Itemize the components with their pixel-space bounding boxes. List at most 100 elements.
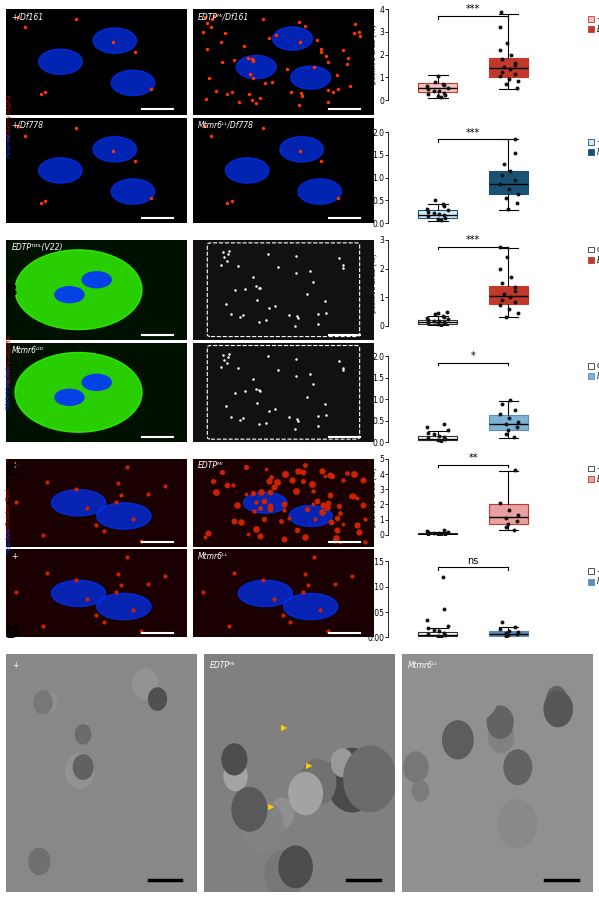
Circle shape [547, 687, 567, 711]
Point [423, 205, 433, 219]
Point [443, 423, 453, 437]
Point [433, 212, 443, 226]
Circle shape [232, 787, 267, 831]
Point [423, 209, 432, 223]
Point [513, 187, 523, 201]
Point [434, 314, 444, 328]
Circle shape [404, 752, 428, 782]
Text: ns: ns [467, 556, 479, 566]
Legend: control (n=15), EDTPᵀᴻᴵᴸ(V22) (n=15): control (n=15), EDTPᵀᴻᴵᴸ(V22) (n=15) [586, 243, 599, 267]
Point [423, 431, 432, 445]
Point [434, 526, 444, 541]
Circle shape [224, 762, 247, 790]
Point [495, 20, 504, 34]
Point [423, 425, 433, 440]
Point [513, 74, 523, 88]
PathPatch shape [489, 58, 528, 77]
Circle shape [289, 773, 322, 815]
Y-axis label: mCherry-Atg18a-
positive area (%): mCherry-Atg18a- positive area (%) [363, 253, 377, 313]
Point [495, 177, 504, 192]
Point [434, 429, 444, 443]
Point [505, 164, 515, 178]
Point [438, 523, 448, 537]
Point [440, 625, 449, 640]
Circle shape [237, 56, 276, 78]
Point [429, 525, 438, 540]
Point [433, 629, 443, 643]
Text: +: + [11, 461, 18, 470]
Point [509, 430, 518, 444]
Point [423, 86, 432, 101]
Y-axis label: mCherry-Atg8a-
positive area (%): mCherry-Atg8a- positive area (%) [363, 25, 377, 85]
Y-axis label: LysoTracker Red-
positive area (%): LysoTracker Red- positive area (%) [351, 569, 365, 629]
Point [434, 624, 444, 639]
Circle shape [544, 691, 572, 726]
Point [429, 206, 438, 221]
Point [440, 86, 449, 100]
Point [429, 427, 438, 441]
Point [504, 182, 514, 196]
Point [438, 310, 448, 324]
Point [504, 302, 514, 316]
Circle shape [82, 375, 111, 390]
Point [510, 403, 520, 417]
Text: EDTPᴹᴵ/Df161: EDTPᴹᴵ/Df161 [198, 13, 250, 22]
Point [423, 526, 432, 541]
Text: Hoechst: Hoechst [7, 132, 11, 157]
Point [507, 270, 516, 285]
Point [503, 202, 513, 216]
Point [423, 420, 432, 434]
Point [510, 145, 520, 159]
Point [498, 293, 507, 307]
Point [423, 621, 433, 635]
Circle shape [96, 594, 151, 620]
Point [510, 67, 520, 81]
Text: Mtmr6ᴸᴸ: Mtmr6ᴸᴸ [408, 661, 438, 670]
Point [495, 407, 504, 422]
Point [437, 434, 446, 449]
Text: **: ** [468, 453, 478, 463]
Circle shape [270, 798, 294, 828]
Point [442, 305, 452, 319]
Point [440, 628, 449, 642]
Point [429, 314, 438, 328]
Point [443, 80, 453, 95]
Circle shape [498, 800, 536, 848]
Point [437, 527, 446, 542]
Point [440, 208, 449, 223]
Point [498, 52, 507, 67]
Point [423, 313, 433, 327]
Point [495, 69, 504, 84]
Point [510, 620, 520, 634]
Text: RNAi Hoechst: RNAi Hoechst [7, 366, 11, 409]
Circle shape [133, 669, 158, 700]
Text: ▶: ▶ [281, 724, 288, 733]
Circle shape [29, 849, 50, 875]
Circle shape [331, 749, 353, 777]
Point [503, 517, 513, 532]
Point [505, 393, 515, 407]
Point [513, 305, 523, 320]
Circle shape [34, 691, 52, 714]
Circle shape [238, 580, 292, 606]
Y-axis label: mCherry-Atg18a-
positive area (%): mCherry-Atg18a- positive area (%) [356, 369, 370, 429]
Circle shape [93, 137, 137, 162]
Point [498, 397, 507, 412]
Point [433, 433, 443, 448]
Point [443, 524, 453, 539]
Text: ***: *** [466, 5, 480, 14]
Circle shape [504, 750, 532, 785]
Point [433, 527, 443, 542]
Text: Hoechst: Hoechst [7, 528, 11, 553]
Point [438, 196, 448, 211]
Circle shape [443, 721, 473, 759]
Point [423, 315, 432, 330]
Point [443, 312, 453, 326]
Point [443, 204, 453, 218]
Point [423, 626, 432, 641]
PathPatch shape [419, 533, 457, 534]
Point [431, 193, 440, 207]
PathPatch shape [489, 505, 528, 524]
Text: +: + [12, 661, 18, 670]
Point [440, 526, 449, 541]
